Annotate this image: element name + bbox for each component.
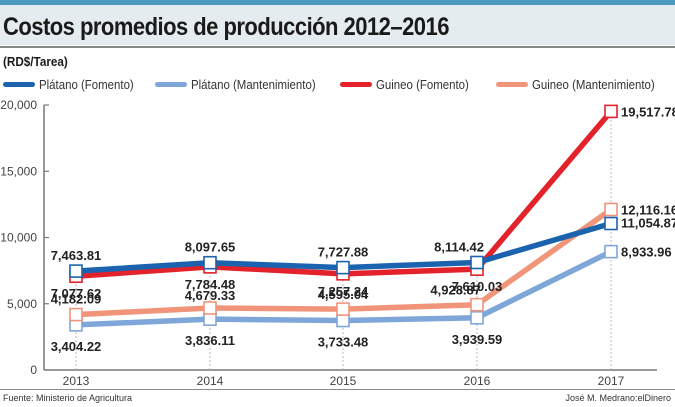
x-tick-label: 2014 [197,374,224,388]
y-tick-label: 10,000 [0,231,37,245]
data-label: 3,733.48 [318,335,369,350]
data-point-marker [470,311,484,325]
data-label: 4,928.87 [430,283,481,298]
data-point-marker [336,302,350,316]
data-point-marker [470,297,484,312]
x-tick-label: 2016 [464,374,491,388]
data-point-marker [203,255,217,270]
footer-divider [0,389,675,390]
data-label: 7,077.62 [51,286,102,301]
data-label: 3,404.22 [51,339,102,354]
data-labels: 7,463.81 8,097.65 7,727.88 8,114.42 11,054.8… [51,104,675,354]
year-guides [75,111,612,370]
data-label: 7,610.03 [452,279,503,294]
legend: Plátano (Fomento) Plátano (Mantenimiento… [3,75,667,93]
y-tick-label: 20,000 [0,98,37,112]
unit-label: (RD$/Tarea) [3,54,68,69]
title-band: Costos promedios de producción 2012–2016 [0,5,675,45]
legend-label: Plátano (Fomento) [39,76,134,92]
data-label: 3,939.59 [452,332,503,347]
data-point-marker [69,307,83,322]
legend-label: Guineo (Mantenimiento) [531,76,655,92]
data-label: 12,116.16 [621,202,675,217]
credit-note: José M. Medrano:elDinero [565,393,671,403]
x-tick-label: 2017 [598,374,625,388]
legend-swatch [340,81,373,87]
data-label: 8,933.96 [621,245,672,260]
legend-item-platano-mantenimiento: Plátano (Mantenimiento) [154,76,319,92]
data-point-marker [336,313,350,328]
legend-item-guineo-mantenimiento: Guineo (Mantenimiento) [495,76,657,92]
data-label: 4,182.09 [51,292,102,307]
data-label: 7,727.88 [318,245,369,260]
data-point-marker [69,264,83,278]
data-label: 7,784.48 [185,277,236,292]
x-tick-label: 2013 [63,374,90,388]
data-point-marker [203,312,217,326]
x-tick-label: 2015 [330,374,357,388]
data-label: 19,517.78 [621,104,675,119]
legend-label: Guineo (Fomento) [376,76,470,92]
top-accent-bar [0,0,675,5]
source-note: Fuente: Ministerio de Agricultura [3,393,133,403]
data-point-marker [203,301,217,315]
data-point-marker [336,260,350,275]
data-label: 3,836.11 [185,333,235,348]
data-label: 7,463.81 [51,248,102,263]
data-label: 4,595.04 [318,287,369,302]
data-label: 7,257.24 [318,284,369,299]
series-markers [69,104,618,332]
data-point-marker [604,202,618,217]
y-tick-label: 15,000 [0,164,37,178]
chart-title: Costos promedios de producción 2012–2016 [3,13,449,41]
legend-label: Plátano (Mantenimiento) [190,76,316,92]
y-tick-label: 5,000 [7,297,37,311]
data-point-marker [604,244,618,259]
data-label: 8,114.42 [434,239,484,254]
legend-swatch [154,81,187,87]
legend-item-platano-fomento: Plátano (Fomento) [3,76,134,92]
legend-swatch [495,81,528,87]
title-divider [0,46,675,48]
data-label: 4,679.33 [185,288,236,303]
data-label: 11,054.87 [621,216,675,231]
legend-swatch [3,81,35,87]
data-point-marker [604,104,618,119]
data-point-marker [470,255,484,270]
legend-item-guineo-fomento: Guineo (Fomento) [340,76,470,92]
data-label: 8,097.65 [185,240,236,255]
y-tick-label: 0 [30,363,37,377]
axes: 0 5,000 10,000 15,000 20,000 2013 2014 2015 2016… [0,98,657,388]
data-point-marker [604,216,618,231]
